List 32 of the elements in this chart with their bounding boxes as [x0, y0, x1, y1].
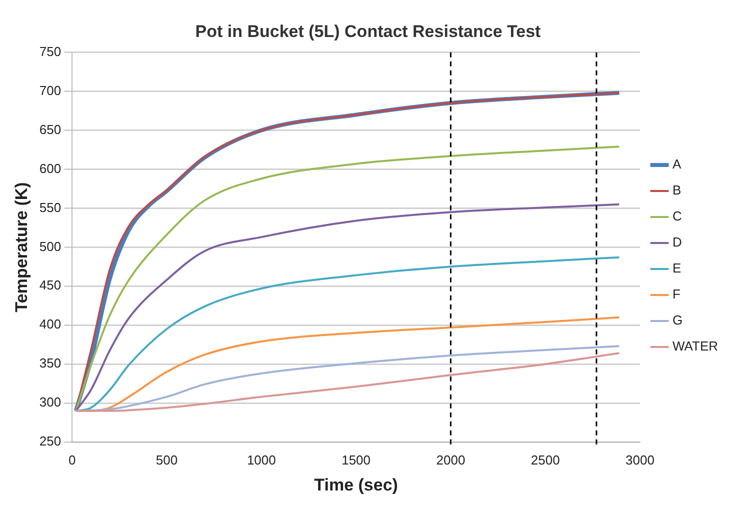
- legend-label: E: [672, 260, 682, 276]
- y-tick-label: 250: [39, 434, 62, 449]
- y-axis-title: Temperature (K): [12, 182, 31, 312]
- line-series: [74, 203, 620, 412]
- y-tick-label: 300: [39, 394, 62, 410]
- chart-title: Pot in Bucket (5L) Contact Resistance Test: [195, 22, 542, 41]
- x-axis-title: Time (sec): [314, 475, 398, 494]
- y-tick-label: 500: [39, 238, 62, 254]
- y-tick-label: 650: [39, 122, 62, 137]
- line-series: [74, 256, 620, 412]
- legend-label: F: [672, 286, 681, 302]
- x-tick-label: 1500: [342, 452, 371, 468]
- x-tick-label: 500: [156, 452, 178, 468]
- y-tick-label: 700: [39, 82, 62, 98]
- y-tick-label: 550: [39, 200, 62, 215]
- y-tick-label: 600: [39, 160, 62, 176]
- x-tick-label: 1000: [246, 452, 276, 468]
- y-tick-label: 450: [39, 278, 62, 293]
- y-tick-label: 750: [39, 44, 62, 59]
- legend-label: A: [672, 156, 682, 172]
- x-tick-label: 2500: [530, 452, 560, 468]
- line-series: [74, 146, 620, 412]
- legend-label: G: [672, 312, 683, 328]
- legend-label: B: [672, 182, 682, 198]
- y-tick-label: 350: [39, 356, 62, 371]
- x-tick-label: 3000: [626, 452, 654, 468]
- x-tick-label: 0: [68, 452, 76, 468]
- x-tick-label: 2000: [436, 452, 466, 468]
- legend-label: C: [672, 208, 682, 224]
- legend-label: D: [672, 234, 682, 250]
- y-tick-label: 400: [39, 316, 62, 332]
- legend-label: WATER: [672, 338, 718, 354]
